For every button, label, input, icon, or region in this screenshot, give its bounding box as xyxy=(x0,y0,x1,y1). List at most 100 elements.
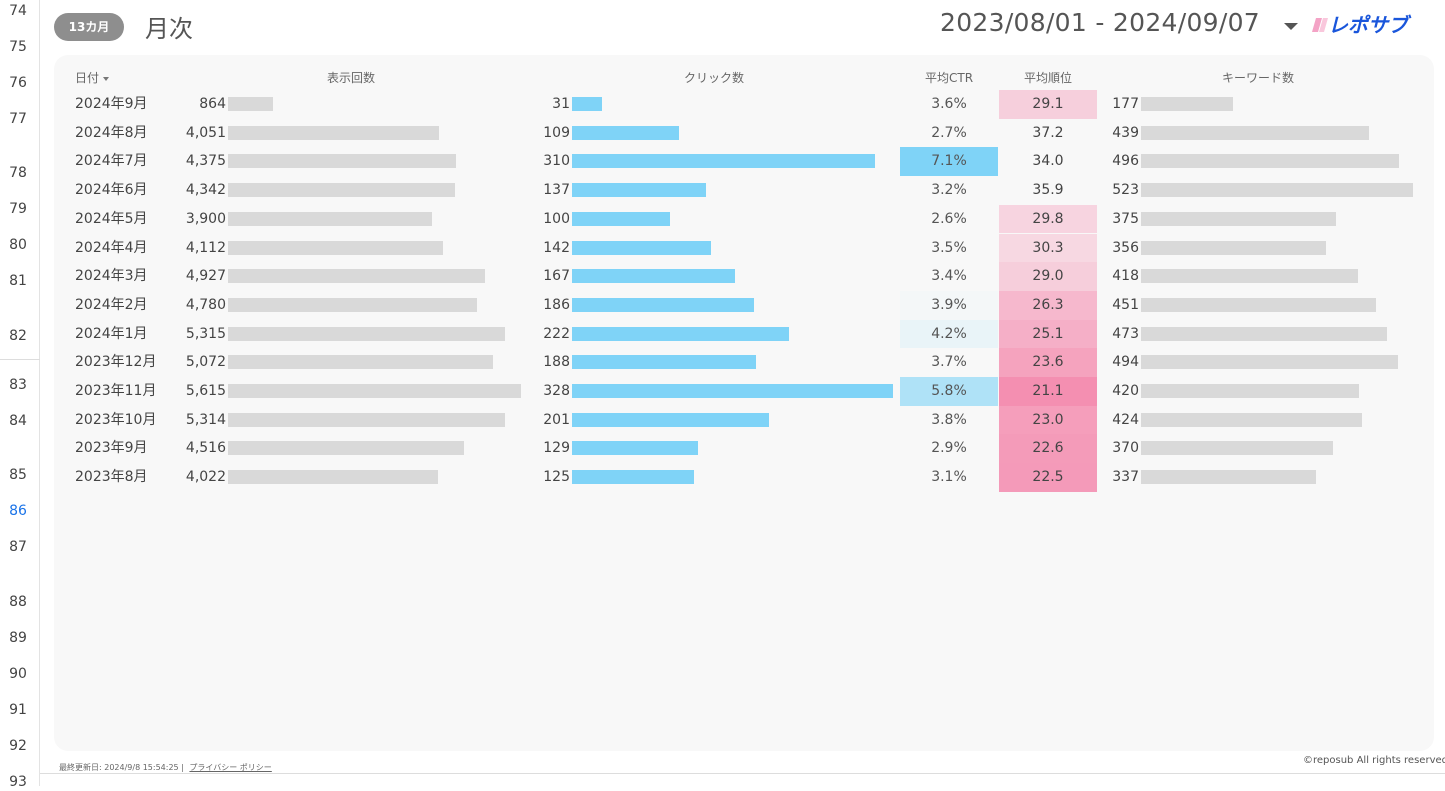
sheet-divider xyxy=(40,773,1445,774)
row-number[interactable]: 75 xyxy=(9,39,27,55)
date-range-picker[interactable]: 2023/08/01 - 2024/09/07 xyxy=(940,8,1260,37)
cell-position: 26.3 xyxy=(999,290,1097,320)
impressions-bar xyxy=(228,441,464,456)
table-row[interactable]: 2024年8月 4,051 109 2.7% 37.2 439 xyxy=(54,119,1434,148)
table-row[interactable]: 2023年8月 4,022 125 3.1% 22.5 337 xyxy=(54,463,1434,492)
cell-keywords: 523 xyxy=(1112,182,1139,199)
cell-ctr: 3.5% xyxy=(931,239,967,256)
clicks-bar xyxy=(572,470,695,485)
col-position-header[interactable]: 平均順位 xyxy=(1024,71,1073,85)
row-number[interactable]: 79 xyxy=(9,201,27,217)
row-number[interactable]: 91 xyxy=(9,702,27,718)
impressions-bar xyxy=(228,97,274,111)
table-header: 日付 表示回数 クリック数 平均CTR 平均順位 キーワード数 xyxy=(54,69,1434,89)
sort-desc-icon[interactable] xyxy=(103,76,110,81)
cell-ctr: 3.1% xyxy=(931,469,967,486)
row-number[interactable]: 89 xyxy=(9,630,27,646)
cell-impressions: 4,051 xyxy=(185,124,226,141)
cell-date: 2023年9月 xyxy=(75,440,148,457)
table-row[interactable]: 2023年10月 5,314 201 3.8% 23.0 424 xyxy=(54,405,1434,435)
cell-ctr: 2.7% xyxy=(931,124,967,141)
clicks-bar xyxy=(572,297,755,312)
cell-clicks: 137 xyxy=(543,182,570,199)
col-ctr-header[interactable]: 平均CTR xyxy=(925,71,974,85)
row-number[interactable]: 83 xyxy=(9,377,27,393)
cell-position: 22.6 xyxy=(999,434,1097,464)
impressions-bar xyxy=(228,470,438,485)
row-number[interactable]: 88 xyxy=(9,594,27,610)
cell-impressions: 3,900 xyxy=(185,210,226,227)
row-number[interactable]: 76 xyxy=(9,75,27,91)
row-number[interactable]: 80 xyxy=(9,237,27,253)
period-pill[interactable]: 13カ月 xyxy=(54,13,124,41)
cell-position: 30.3 xyxy=(999,233,1097,263)
row-number[interactable]: 77 xyxy=(9,111,27,127)
row-number[interactable]: 78 xyxy=(9,165,27,181)
cell-ctr: 3.4% xyxy=(931,268,967,285)
row-number[interactable]: 82 xyxy=(9,328,27,344)
cell-date: 2023年11月 xyxy=(75,383,157,399)
col-impressions-header[interactable]: 表示回数 xyxy=(327,71,376,85)
clicks-bar xyxy=(572,183,707,198)
cell-impressions: 864 xyxy=(199,96,226,112)
cell-impressions: 4,375 xyxy=(185,153,226,170)
cell-impressions: 5,072 xyxy=(185,354,226,371)
cell-impressions: 5,315 xyxy=(185,325,226,342)
table-row[interactable]: 2023年9月 4,516 129 2.9% 22.6 370 xyxy=(54,434,1434,464)
cell-clicks: 167 xyxy=(543,268,570,285)
table-row[interactable]: 2023年11月 5,615 328 5.8% 21.1 420 xyxy=(54,377,1434,406)
table-row[interactable]: 2024年1月 5,315 222 4.2% 25.1 473 xyxy=(54,319,1434,349)
row-number[interactable]: 86 xyxy=(0,496,36,524)
cell-clicks: 222 xyxy=(543,325,570,342)
cell-keywords: 496 xyxy=(1112,153,1139,170)
table-row[interactable]: 2024年5月 3,900 100 2.6% 29.8 375 xyxy=(54,204,1434,234)
row-number[interactable]: 84 xyxy=(9,413,27,429)
cell-date: 2024年5月 xyxy=(75,210,148,227)
cell-position: 22.5 xyxy=(999,463,1097,492)
cell-date: 2023年8月 xyxy=(75,469,148,486)
cell-date: 2024年4月 xyxy=(75,239,148,256)
cell-impressions: 4,780 xyxy=(185,296,226,313)
chevron-down-icon[interactable] xyxy=(1284,23,1298,30)
table-row[interactable]: 2024年7月 4,375 310 7.1% 34.0 496 xyxy=(54,147,1434,177)
col-date-header[interactable]: 日付 xyxy=(75,69,110,86)
table-row[interactable]: 2023年12月 5,072 188 3.7% 23.6 494 xyxy=(54,348,1434,377)
row-number[interactable]: 93 xyxy=(9,774,27,790)
keywords-bar xyxy=(1141,183,1413,198)
cell-keywords: 451 xyxy=(1112,296,1139,313)
gutter-divider xyxy=(0,359,40,360)
cell-date: 2024年2月 xyxy=(75,296,148,313)
monthly-table-panel: 日付 表示回数 クリック数 平均CTR 平均順位 キーワード数 2024年9月 8… xyxy=(54,55,1434,751)
keywords-bar xyxy=(1141,240,1327,255)
cell-impressions: 5,615 xyxy=(185,383,226,399)
cell-clicks: 310 xyxy=(543,153,570,170)
keywords-bar xyxy=(1141,297,1376,312)
col-keywords-header[interactable]: キーワード数 xyxy=(1222,71,1295,85)
cell-impressions: 4,112 xyxy=(185,239,226,256)
cell-clicks: 129 xyxy=(543,440,570,457)
impressions-bar xyxy=(228,125,440,140)
row-number[interactable]: 90 xyxy=(9,666,27,682)
cell-clicks: 186 xyxy=(543,296,570,313)
cell-keywords: 337 xyxy=(1112,469,1139,486)
row-number[interactable]: 81 xyxy=(9,273,27,289)
row-number[interactable]: 87 xyxy=(9,539,27,555)
table-row[interactable]: 2024年9月 864 31 3.6% 29.1 177 xyxy=(54,90,1434,119)
table-row[interactable]: 2024年6月 4,342 137 3.2% 35.9 523 xyxy=(54,176,1434,205)
privacy-policy-link[interactable]: プライバシー ポリシー xyxy=(189,763,272,772)
row-number[interactable]: 92 xyxy=(9,738,27,754)
impressions-bar xyxy=(228,355,493,370)
cell-clicks: 142 xyxy=(543,239,570,256)
cell-keywords: 439 xyxy=(1112,124,1139,141)
table-row[interactable]: 2024年3月 4,927 167 3.4% 29.0 418 xyxy=(54,262,1434,291)
cell-position: 29.0 xyxy=(999,262,1097,291)
cell-clicks: 201 xyxy=(543,411,570,428)
cell-date: 2024年9月 xyxy=(75,96,148,112)
col-clicks-header[interactable]: クリック数 xyxy=(684,71,745,85)
keywords-bar xyxy=(1141,154,1399,169)
row-number[interactable]: 74 xyxy=(9,3,27,19)
cell-ctr: 3.2% xyxy=(931,182,967,199)
table-row[interactable]: 2024年2月 4,780 186 3.9% 26.3 451 xyxy=(54,290,1434,320)
table-row[interactable]: 2024年4月 4,112 142 3.5% 30.3 356 xyxy=(54,233,1434,263)
row-number[interactable]: 85 xyxy=(9,467,27,483)
